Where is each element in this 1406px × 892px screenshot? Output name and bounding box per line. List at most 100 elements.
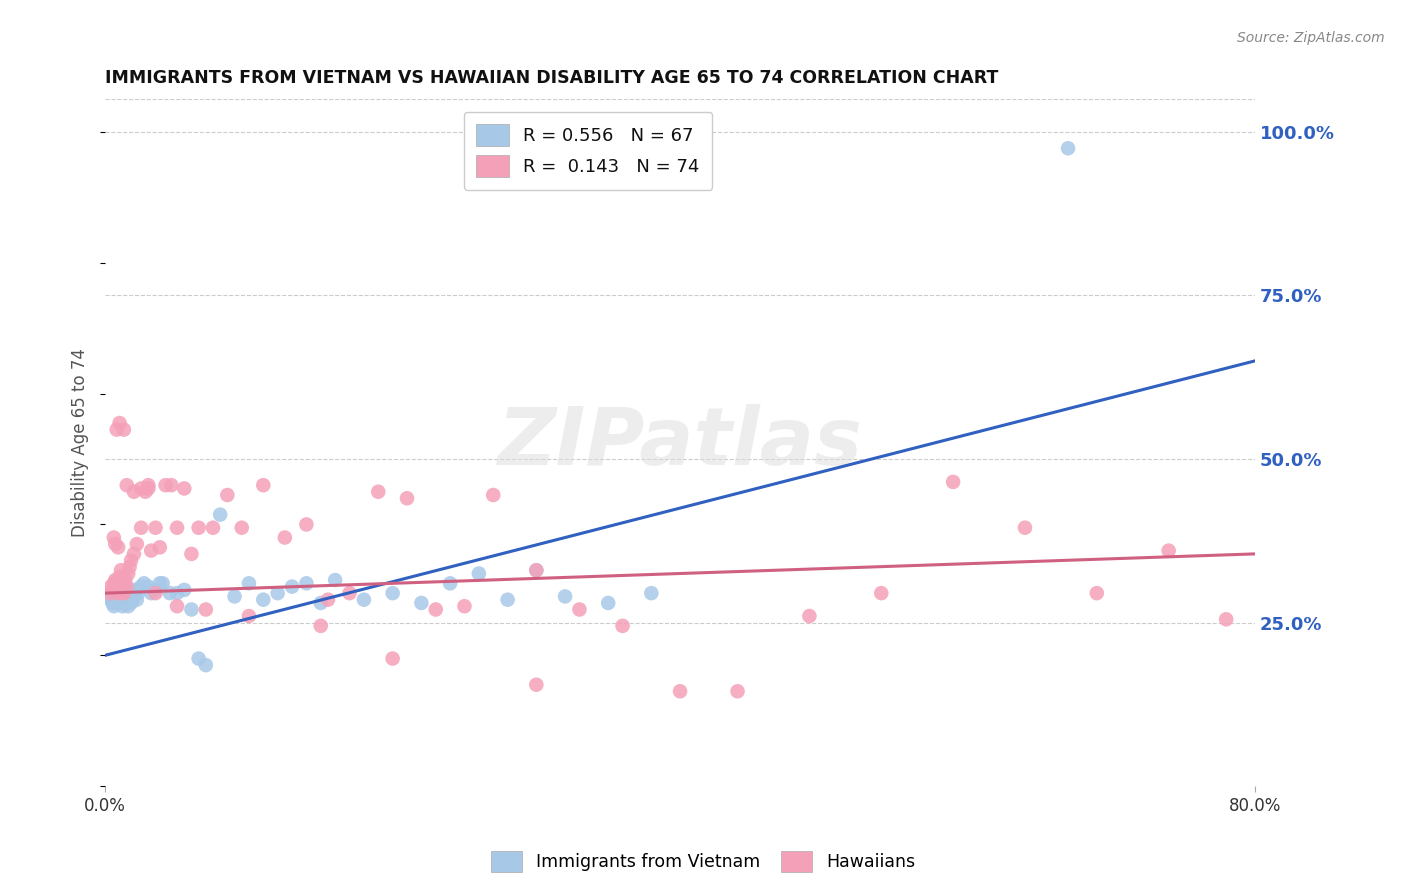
Point bbox=[122, 484, 145, 499]
Point bbox=[252, 478, 274, 492]
Point bbox=[136, 478, 159, 492]
Y-axis label: Disability Age 65 to 74: Disability Age 65 to 74 bbox=[72, 348, 89, 537]
Point bbox=[141, 586, 163, 600]
Point bbox=[799, 609, 821, 624]
Point bbox=[101, 586, 124, 600]
Point bbox=[281, 580, 304, 594]
Point bbox=[103, 586, 125, 600]
Point bbox=[1085, 586, 1108, 600]
Point bbox=[496, 592, 519, 607]
Point bbox=[136, 482, 159, 496]
Point bbox=[425, 602, 447, 616]
Point bbox=[439, 576, 461, 591]
Point bbox=[125, 592, 148, 607]
Point bbox=[111, 586, 134, 600]
Point bbox=[173, 482, 195, 496]
Point bbox=[124, 582, 146, 597]
Point bbox=[173, 582, 195, 597]
Point bbox=[111, 592, 134, 607]
Point bbox=[136, 580, 159, 594]
Point bbox=[101, 582, 124, 597]
Point bbox=[98, 586, 121, 600]
Point bbox=[395, 491, 418, 506]
Point bbox=[114, 573, 136, 587]
Point bbox=[149, 576, 172, 591]
Point bbox=[141, 543, 163, 558]
Point bbox=[104, 590, 127, 604]
Legend: Immigrants from Vietnam, Hawaiians: Immigrants from Vietnam, Hawaiians bbox=[484, 844, 922, 879]
Point bbox=[100, 580, 122, 594]
Point bbox=[187, 651, 209, 665]
Point bbox=[125, 537, 148, 551]
Point bbox=[554, 590, 576, 604]
Point bbox=[1215, 612, 1237, 626]
Point bbox=[112, 423, 135, 437]
Point bbox=[942, 475, 965, 489]
Point bbox=[238, 576, 260, 591]
Point bbox=[166, 586, 188, 600]
Point bbox=[121, 592, 143, 607]
Point bbox=[129, 580, 152, 594]
Point bbox=[107, 596, 129, 610]
Point bbox=[115, 582, 138, 597]
Point bbox=[468, 566, 491, 581]
Point bbox=[1057, 141, 1080, 155]
Point bbox=[252, 592, 274, 607]
Text: Source: ZipAtlas.com: Source: ZipAtlas.com bbox=[1237, 31, 1385, 45]
Point bbox=[115, 590, 138, 604]
Point bbox=[101, 596, 124, 610]
Point bbox=[118, 586, 141, 600]
Point bbox=[727, 684, 749, 698]
Point bbox=[117, 599, 139, 614]
Point bbox=[112, 586, 135, 600]
Point bbox=[115, 580, 138, 594]
Point bbox=[129, 521, 152, 535]
Point bbox=[145, 586, 167, 600]
Point bbox=[339, 586, 361, 600]
Point bbox=[194, 602, 217, 616]
Point bbox=[103, 592, 125, 607]
Point bbox=[105, 592, 128, 607]
Point bbox=[122, 586, 145, 600]
Point bbox=[110, 563, 132, 577]
Point bbox=[309, 596, 332, 610]
Text: IMMIGRANTS FROM VIETNAM VS HAWAIIAN DISABILITY AGE 65 TO 74 CORRELATION CHART: IMMIGRANTS FROM VIETNAM VS HAWAIIAN DISA… bbox=[105, 69, 998, 87]
Point bbox=[129, 482, 152, 496]
Point bbox=[105, 586, 128, 600]
Point bbox=[482, 488, 505, 502]
Point bbox=[524, 563, 547, 577]
Point bbox=[155, 478, 177, 492]
Point bbox=[108, 416, 131, 430]
Point bbox=[274, 531, 297, 545]
Point bbox=[524, 678, 547, 692]
Point bbox=[453, 599, 475, 614]
Point bbox=[194, 658, 217, 673]
Point bbox=[160, 478, 183, 492]
Point bbox=[104, 537, 127, 551]
Point bbox=[103, 576, 125, 591]
Point bbox=[568, 602, 591, 616]
Point bbox=[103, 599, 125, 614]
Point bbox=[117, 566, 139, 581]
Point bbox=[316, 592, 339, 607]
Point bbox=[238, 609, 260, 624]
Point bbox=[127, 586, 149, 600]
Point bbox=[108, 580, 131, 594]
Point bbox=[110, 596, 132, 610]
Point bbox=[107, 590, 129, 604]
Point bbox=[381, 651, 404, 665]
Point bbox=[107, 541, 129, 555]
Point bbox=[187, 521, 209, 535]
Point bbox=[100, 592, 122, 607]
Point bbox=[104, 596, 127, 610]
Point bbox=[112, 590, 135, 604]
Point bbox=[134, 484, 156, 499]
Point bbox=[104, 582, 127, 597]
Point bbox=[105, 586, 128, 600]
Point bbox=[98, 590, 121, 604]
Point bbox=[612, 619, 634, 633]
Point bbox=[180, 547, 202, 561]
Point bbox=[107, 576, 129, 591]
Point bbox=[231, 521, 253, 535]
Point bbox=[309, 619, 332, 633]
